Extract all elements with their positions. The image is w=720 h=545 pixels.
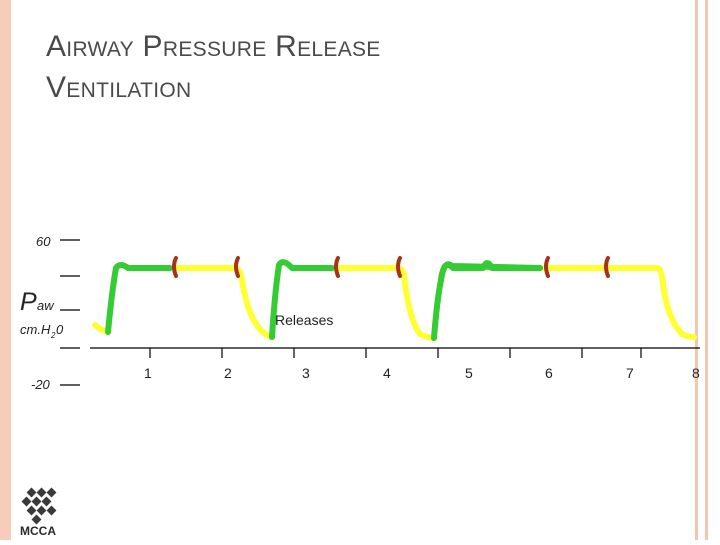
time-label-7: 7 <box>626 365 634 381</box>
unit-zero: 0 <box>56 322 64 337</box>
paw-label-aw: aw <box>37 298 55 313</box>
spont-3c <box>438 260 543 283</box>
y-axis-ticks <box>60 239 80 386</box>
unit-cmh: cm.H <box>20 322 51 337</box>
release-segments <box>92 265 697 341</box>
effort-2 <box>234 256 240 278</box>
y-axis-label: P aw <box>20 288 55 316</box>
time-label-3: 3 <box>302 365 310 381</box>
left-border-strip <box>0 0 11 540</box>
paw-label-p: P <box>20 288 37 316</box>
release-3 <box>542 265 697 340</box>
release-2 <box>332 265 437 341</box>
unit-subscript-2: 2 <box>50 331 56 340</box>
time-label-8: 8 <box>692 365 700 381</box>
time-label-6: 6 <box>545 365 553 381</box>
y-tick-label-minus20: -20 <box>31 377 51 392</box>
releases-annotation: Releases <box>275 312 333 328</box>
mcca-logo: MCCA <box>14 485 74 540</box>
spont-1 <box>105 262 173 335</box>
effort-1 <box>172 256 178 278</box>
time-label-5: 5 <box>465 365 473 381</box>
right-border-line <box>695 0 698 540</box>
effort-6 <box>604 256 610 278</box>
time-label-1: 1 <box>144 365 152 381</box>
breath-efforts <box>172 256 610 278</box>
spontaneous-segments <box>105 259 543 341</box>
slide-title: Airway Pressure Release Ventilation <box>46 26 381 108</box>
time-axis <box>90 347 700 358</box>
spont-3a <box>431 277 444 341</box>
effort-4 <box>396 256 402 278</box>
logo-text: MCCA <box>20 524 56 538</box>
time-label-2: 2 <box>224 365 232 381</box>
time-label-4: 4 <box>383 365 391 381</box>
spont-2 <box>269 259 335 340</box>
effort-5 <box>544 256 550 278</box>
y-axis-unit: cm.H 2 0 <box>20 322 64 340</box>
mcca-logo-mark: MCCA <box>20 487 57 538</box>
effort-3 <box>334 256 340 278</box>
title-line-1: Airway Pressure Release <box>46 30 381 63</box>
time-tick-labels: 1 2 3 4 5 6 7 8 <box>144 365 700 381</box>
release-1 <box>172 265 275 340</box>
right-border-line-outer <box>705 0 708 540</box>
y-tick-label-60: 60 <box>36 234 51 249</box>
title-line-2: Ventilation <box>46 71 192 104</box>
